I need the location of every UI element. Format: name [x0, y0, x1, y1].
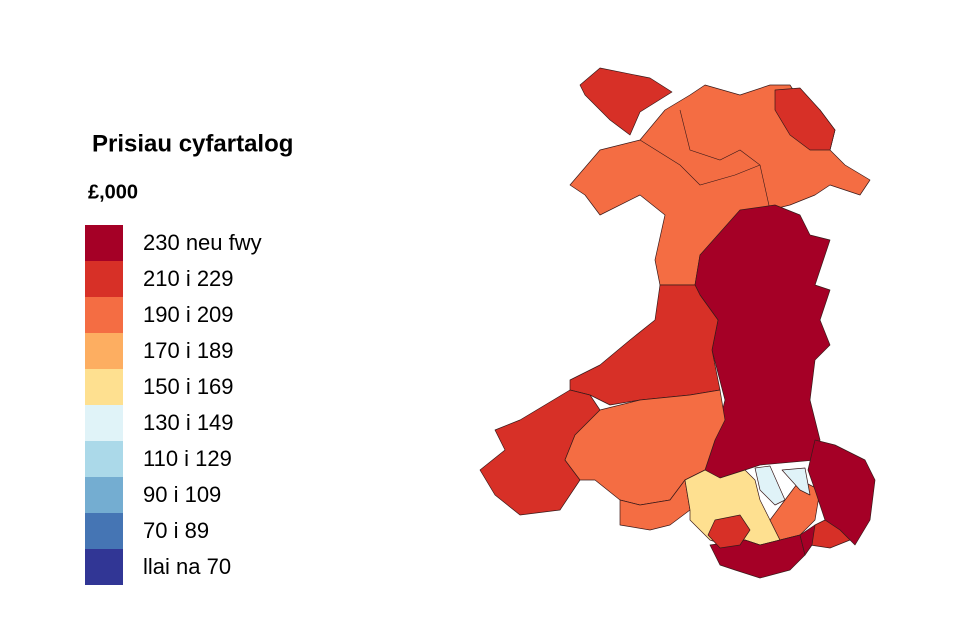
legend-label: 130 i 149: [143, 410, 234, 435]
legend-label: 90 i 109: [143, 482, 221, 507]
legend-swatch: [85, 549, 123, 585]
legend-swatch: [85, 405, 123, 441]
border: [679, 109, 771, 211]
legend: 230 neu fwy 210 i 229 190 i 209 170 i 189 15…: [85, 225, 262, 585]
region: [799, 524, 816, 556]
legend-label: 210 i 229: [143, 266, 234, 291]
region: [579, 67, 673, 136]
legend-unit: £,000: [88, 181, 138, 203]
legend-swatch: [85, 225, 123, 261]
region: [774, 87, 836, 151]
region: [807, 439, 876, 546]
legend-label: 110 i 129: [143, 446, 232, 471]
legend-swatch: [85, 513, 123, 549]
legend-swatch: [85, 477, 123, 513]
legend-swatch: [85, 369, 123, 405]
legend-label: 150 i 169: [143, 374, 234, 399]
legend-swatch: [85, 441, 123, 477]
legend-swatch: [85, 333, 123, 369]
legend-title: Prisiau cyfartalog: [92, 130, 293, 157]
legend-swatch: [85, 261, 123, 297]
map: [479, 67, 876, 579]
legend-swatch: [85, 297, 123, 333]
region: [569, 284, 721, 406]
legend-label: 170 i 189: [143, 338, 234, 363]
border: [639, 139, 761, 186]
legend-label: 190 i 209: [143, 302, 234, 327]
region: [707, 514, 751, 549]
legend-label: llai na 70: [143, 554, 231, 579]
region: [754, 465, 786, 506]
legend-label: 230 neu fwy: [143, 230, 262, 255]
region: [781, 467, 811, 496]
legend-label: 70 i 89: [143, 518, 209, 543]
